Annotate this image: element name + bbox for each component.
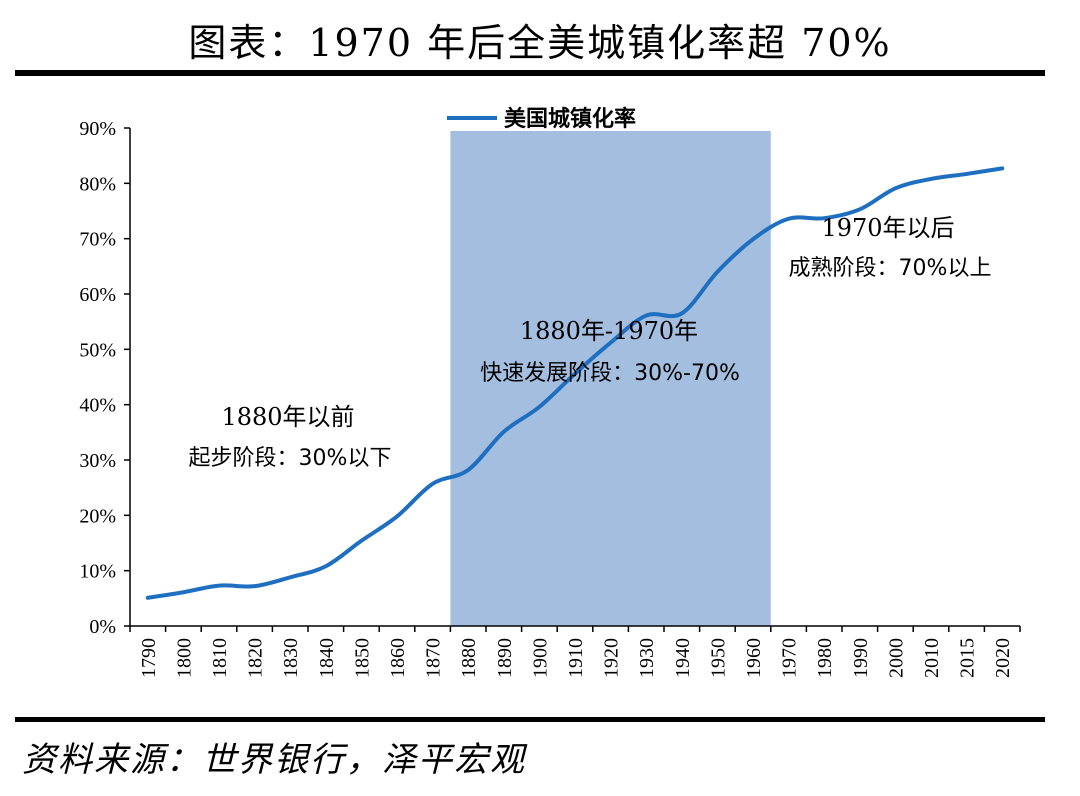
page-title: 图表：1970 年后全美城镇化率超 70% [188,21,892,65]
y-tick-label: 50% [79,339,116,361]
phase3-line2: 成熟阶段：70%以上 [789,256,992,281]
phase2-line2: 快速发展阶段：30%-70% [480,361,740,386]
x-tick-label: 1790 [138,638,160,678]
x-tick-label: 1870 [423,638,445,678]
x-tick-label: 1940 [672,638,694,678]
y-tick-label: 20% [79,505,116,527]
rapid-growth-highlight [450,131,771,626]
x-tick-label: 2000 [885,638,907,678]
source-note: 资料来源：世界银行，泽平宏观 [22,740,526,780]
x-tick-label: 1890 [494,638,516,678]
x-tick-label: 1920 [601,638,623,678]
chart-axes: 0% 10% 20% 30% 40% 50% 60% 70% 80% 90% 1790 1800 181… [79,118,1021,678]
x-tick-label: 2010 [921,638,943,678]
x-tick-label: 1900 [529,638,551,678]
y-tick-label: 90% [79,118,116,140]
x-tick-label: 1830 [280,638,302,678]
x-tick-label: 1850 [351,638,373,678]
bottom-divider [15,717,1045,722]
x-tick-label: 1950 [707,638,729,678]
x-tick-label: 1980 [814,638,836,678]
x-tick-label: 2020 [992,638,1014,678]
top-divider [15,70,1045,76]
y-tick-label: 30% [79,450,116,472]
urbanization-series-line [145,166,1005,600]
phase1-line2: 起步阶段：30%以下 [189,446,392,471]
y-tick-label: 0% [89,616,116,638]
x-tick-label: 1910 [565,638,587,678]
y-tick-label: 60% [79,284,116,306]
x-tick-label: 1800 [173,638,195,678]
x-tick-label: 1810 [209,638,231,678]
phase1-line1: 1880年以前 [221,403,354,431]
chart-legend: 美国城镇化率 [447,106,636,132]
x-tick-label: 1860 [387,638,409,678]
x-tick-label: 2015 [957,638,979,678]
phase3-line1: 1970年以后 [821,214,954,242]
x-tick-label: 1960 [743,638,765,678]
y-tick-label: 10% [79,561,116,583]
y-tick-label: 70% [79,229,116,251]
x-tick-label: 1970 [779,638,801,678]
y-tick-label: 80% [79,173,116,195]
legend-label: 美国城镇化率 [504,106,636,132]
x-tick-label: 1840 [316,638,338,678]
x-tick-label: 1990 [850,638,872,678]
y-tick-label: 40% [79,395,116,417]
x-tick-label: 1820 [245,638,267,678]
phase2-line1: 1880年-1970年 [520,317,698,345]
x-tick-label: 1930 [636,638,658,678]
x-tick-label: 1880 [458,638,480,678]
phase-annotations: 1880年以前 起步阶段：30%以下 1880年-1970年 快速发展阶段：30… [189,214,992,471]
